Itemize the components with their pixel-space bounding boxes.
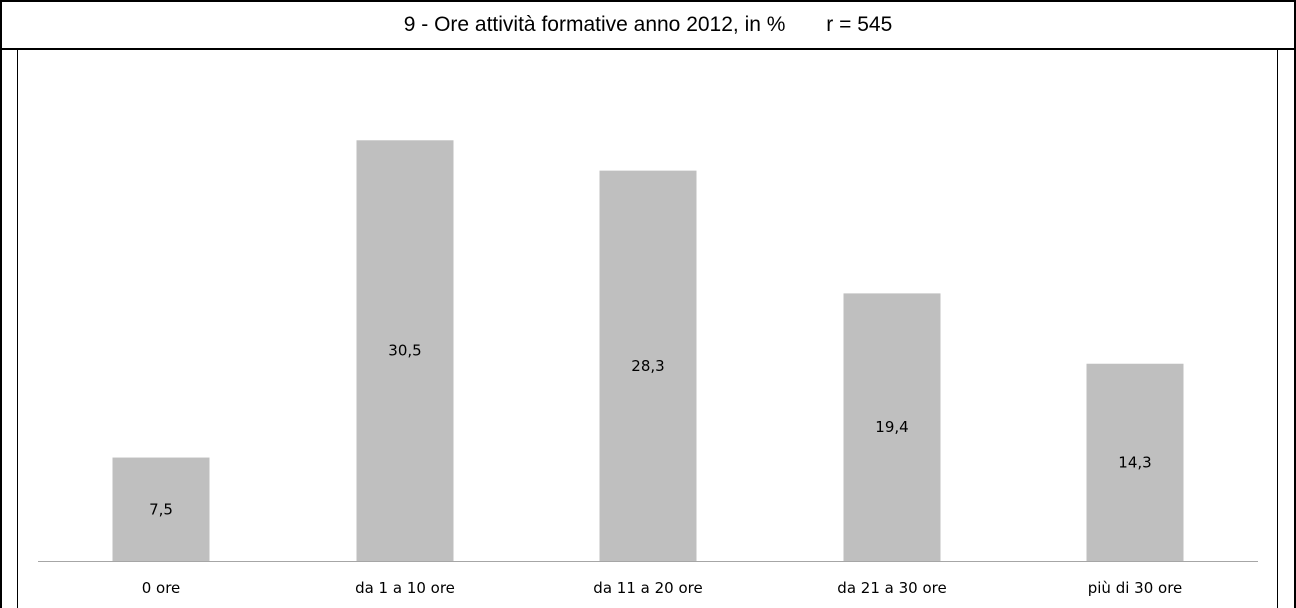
data-label-4: 14,3 [1118, 453, 1151, 471]
title-row: 9 - Ore attività formative anno 2012, in… [2, 2, 1294, 50]
bar-1 [356, 140, 454, 561]
category-label-2: da 11 a 20 ore [593, 579, 702, 597]
bar-2 [599, 170, 697, 561]
category-label-0: 0 ore [142, 579, 181, 597]
bar-3 [843, 293, 941, 561]
data-label-3: 19,4 [875, 418, 908, 436]
chart-subtitle: r = 545 [826, 13, 893, 36]
chart-title-text: 9 - Ore attività formative anno 2012, in… [403, 13, 786, 36]
bar-0 [112, 457, 210, 561]
category-label-4: più di 30 ore [1088, 579, 1183, 597]
category-label-3: da 21 a 30 ore [837, 579, 946, 597]
data-label-0: 7,5 [149, 500, 173, 518]
data-label-1: 30,5 [388, 342, 421, 360]
category-label-1: da 1 a 10 ore [355, 579, 455, 597]
bar-4 [1086, 363, 1184, 561]
data-label-2: 28,3 [631, 357, 664, 375]
chart-title: 9 - Ore attività formative anno 2012, in… [404, 13, 893, 37]
chart-area [17, 48, 1278, 608]
